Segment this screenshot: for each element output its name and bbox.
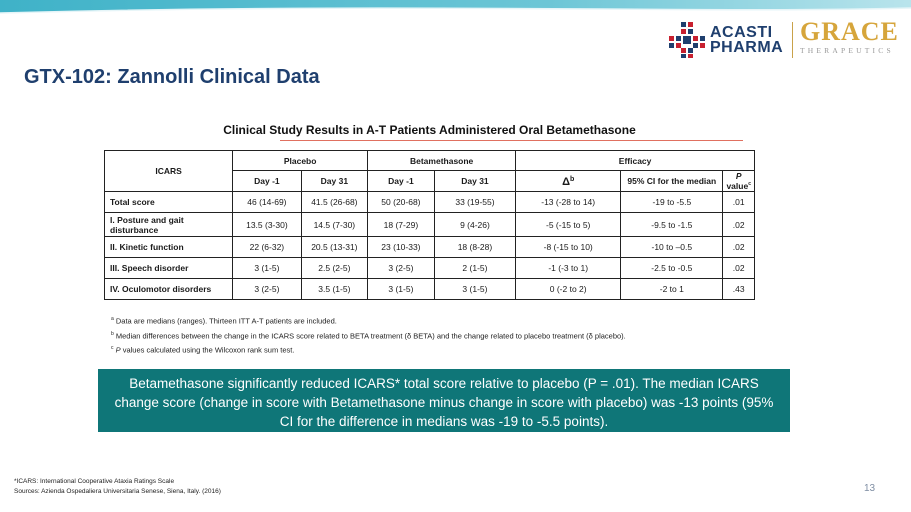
footnote-a: a Data are medians (ranges). Thirteen IT… — [111, 316, 337, 326]
cell-ci: -19 to -5.5 — [620, 191, 724, 213]
ci-header: 95% CI for the median — [620, 170, 724, 192]
table-row: Total score 46 (14-69) 41.5 (26-68) 50 (… — [103, 191, 755, 213]
beta-day31-header: Day 31 — [433, 170, 517, 192]
pharma-wordmark: PHARMA — [710, 39, 784, 56]
grace-therapeutics-logo: GRACE THERAPEUTICS — [800, 18, 908, 62]
cell-delta: -5 (-15 to 5) — [515, 212, 622, 237]
placebo-day31-header: Day 31 — [300, 170, 369, 192]
table-footnotes: a Data are medians (ranges). Thirteen IT… — [111, 313, 626, 357]
acasti-cross-icon — [669, 22, 705, 58]
row-label: I. Posture and gait disturbance — [103, 212, 234, 237]
table-header-row-1: ICARS Placebo Betamethasone Efficacy — [103, 150, 755, 192]
table-header-row-2: Day -1 Day 31 Day -1 Day 31 Δb 95% CI fo… — [105, 170, 755, 192]
delta-header: Δb — [515, 170, 622, 192]
cell-placebo-day31: 20.5 (13-31) — [300, 236, 369, 258]
placebo-group-header: Placebo — [232, 150, 369, 171]
results-table: ICARS Placebo Betamethasone Efficacy Day… — [103, 150, 755, 300]
cell-placebo-day-minus1: 46 (14-69) — [232, 191, 302, 213]
betamethasone-group-header: Betamethasone — [367, 150, 517, 171]
cell-beta-day-minus1: 23 (10-33) — [367, 236, 435, 258]
page-title: GTX-102: Zannolli Clinical Data — [24, 66, 320, 88]
row-label: Total score — [103, 191, 234, 213]
acasti-wordmark: ACASTI — [710, 24, 773, 41]
cell-beta-day31: 2 (1-5) — [433, 257, 517, 279]
cell-placebo-day-minus1: 22 (6-32) — [232, 236, 302, 258]
cell-placebo-day-minus1: 3 (1-5) — [232, 257, 302, 279]
cell-delta: -13 (-28 to 14) — [515, 191, 622, 213]
cell-beta-day31: 9 (4-26) — [433, 212, 517, 237]
acasti-pharma-logo: ACASTI PHARMA — [668, 20, 788, 60]
cell-placebo-day-minus1: 13.5 (3-30) — [232, 212, 302, 237]
summary-callout: Betamethasone significantly reduced ICAR… — [98, 369, 790, 432]
cell-beta-day-minus1: 3 (2-5) — [367, 257, 435, 279]
header-wave-band — [0, 0, 911, 14]
cell-delta: 0 (-2 to 2) — [515, 278, 622, 300]
cell-beta-day31: 3 (1-5) — [433, 278, 517, 300]
table-row: III. Speech disorder 3 (1-5) 2.5 (2-5) 3… — [103, 257, 755, 279]
cell-pvalue: .02 — [722, 257, 755, 279]
icars-definition: *ICARS: International Cooperative Ataxia… — [14, 478, 175, 485]
icars-header: ICARS — [103, 150, 234, 192]
cell-ci: -10 to –0.5 — [620, 236, 724, 258]
cell-delta: -8 (-15 to 10) — [515, 236, 622, 258]
cell-placebo-day-minus1: 3 (2-5) — [232, 278, 302, 300]
cell-beta-day-minus1: 50 (20-68) — [367, 191, 435, 213]
row-label: II. Kinetic function — [103, 236, 234, 258]
grace-wordmark: GRACE — [800, 17, 899, 46]
table-row: II. Kinetic function 22 (6-32) 20.5 (13-… — [103, 236, 755, 258]
footnote-b: b Median differences between the change … — [111, 330, 626, 341]
logo-divider — [792, 22, 793, 58]
sources-note: Sources: Azienda Ospedaliera Universitar… — [14, 488, 221, 495]
cell-pvalue: .02 — [722, 236, 755, 258]
cell-beta-day-minus1: 18 (7-29) — [367, 212, 435, 237]
cell-placebo-day31: 2.5 (2-5) — [300, 257, 369, 279]
cell-placebo-day31: 3.5 (1-5) — [300, 278, 369, 300]
table-row: I. Posture and gait disturbance 13.5 (3-… — [103, 212, 755, 237]
row-label: IV. Oculomotor disorders — [103, 278, 234, 300]
table-row: IV. Oculomotor disorders 3 (2-5) 3.5 (1-… — [103, 278, 755, 300]
beta-day-minus1-header: Day -1 — [367, 170, 435, 192]
cell-beta-day31: 18 (8-28) — [433, 236, 517, 258]
cell-pvalue: .01 — [722, 191, 755, 213]
cell-ci: -9.5 to -1.5 — [620, 212, 724, 237]
cell-placebo-day31: 41.5 (26-68) — [300, 191, 369, 213]
efficacy-group-header: Efficacy — [515, 150, 755, 171]
table-title: Clinical Study Results in A-T Patients A… — [223, 123, 636, 137]
cell-ci: -2 to 1 — [620, 278, 724, 300]
page-number: 13 — [864, 483, 876, 494]
footnote-c: c P values calculated using the Wilcoxon… — [111, 345, 295, 355]
bottom-notes: *ICARS: International Cooperative Ataxia… — [14, 477, 221, 497]
row-label: III. Speech disorder — [103, 257, 234, 279]
cell-delta: -1 (-3 to 1) — [515, 257, 622, 279]
cell-beta-day31: 33 (19-55) — [433, 191, 517, 213]
therapeutics-wordmark: THERAPEUTICS — [800, 46, 894, 55]
cell-ci: -2.5 to -0.5 — [620, 257, 724, 279]
cell-pvalue: .02 — [722, 212, 755, 237]
placebo-day-minus1-header: Day -1 — [232, 170, 302, 192]
cell-pvalue: .43 — [722, 278, 755, 300]
pvalue-header: P valuec — [722, 170, 755, 192]
cell-beta-day-minus1: 3 (1-5) — [367, 278, 435, 300]
cell-placebo-day31: 14.5 (7-30) — [300, 212, 369, 237]
table-title-underline — [280, 140, 743, 141]
